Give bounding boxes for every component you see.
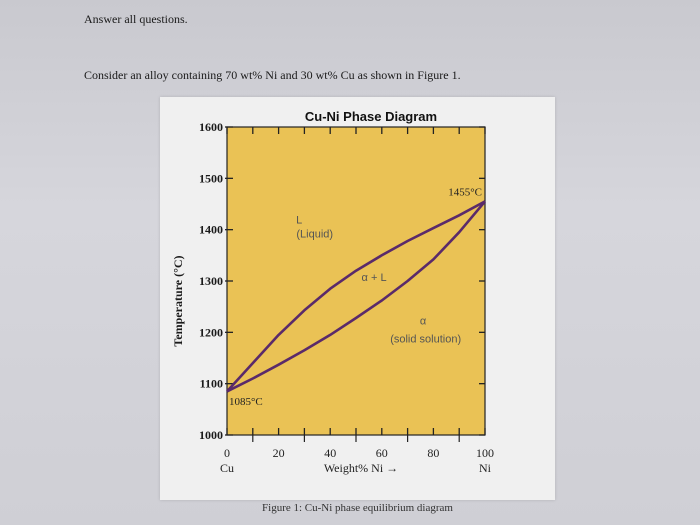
plot-area xyxy=(226,126,486,436)
liquid-region-label: (Liquid) xyxy=(296,228,333,240)
chart-title: Cu-Ni Phase Diagram xyxy=(305,109,437,124)
y-axis-label: Temperature (°C) xyxy=(171,255,185,346)
two-phase-region-label: α + L xyxy=(362,272,387,284)
y-tick-label: 1400 xyxy=(199,223,223,237)
x-tick-label: 20 xyxy=(273,446,285,460)
x-end-label-ni: Ni xyxy=(479,461,492,475)
cu-melting-point-label: 1085°C xyxy=(229,396,263,408)
x-tick-label: 100 xyxy=(476,446,494,460)
question-text: Consider an alloy containing 70 wt% Ni a… xyxy=(84,68,461,82)
y-tick-label: 1300 xyxy=(199,274,223,288)
y-tick-label: 1000 xyxy=(199,428,223,442)
x-end-label-cu: Cu xyxy=(220,461,234,475)
figure-panel: 1000 1100 1200 1300 1400 1500 1600 0 20 40 60 80 100… xyxy=(160,97,555,500)
instruction-text: Answer all questions. xyxy=(84,12,188,26)
liquidus-line xyxy=(226,200,486,393)
x-tick-label: 40 xyxy=(324,446,336,460)
y-tick-label: 1600 xyxy=(199,120,223,134)
figure-caption: Figure 1: Cu-Ni phase equilibrium diagra… xyxy=(262,502,453,514)
liquid-region-symbol: L xyxy=(296,215,302,227)
x-tick-label: 80 xyxy=(427,446,439,460)
solidus-line xyxy=(226,200,486,393)
x-tick-label: 60 xyxy=(376,446,388,460)
y-tick-label: 1100 xyxy=(200,377,223,391)
phase-diagram-chart: 1000 1100 1200 1300 1400 1500 1600 0 20 40 60 80 100… xyxy=(171,109,494,475)
y-tick-label: 1200 xyxy=(199,325,223,339)
solid-region-symbol: α xyxy=(420,316,427,328)
y-tick-label: 1500 xyxy=(199,171,223,185)
x-tick-label: 0 xyxy=(224,446,230,460)
ni-melting-point-label: 1455°C xyxy=(448,186,482,198)
solid-region-label: (solid solution) xyxy=(390,334,461,346)
x-axis-label: Weight% Ni → xyxy=(324,461,398,475)
